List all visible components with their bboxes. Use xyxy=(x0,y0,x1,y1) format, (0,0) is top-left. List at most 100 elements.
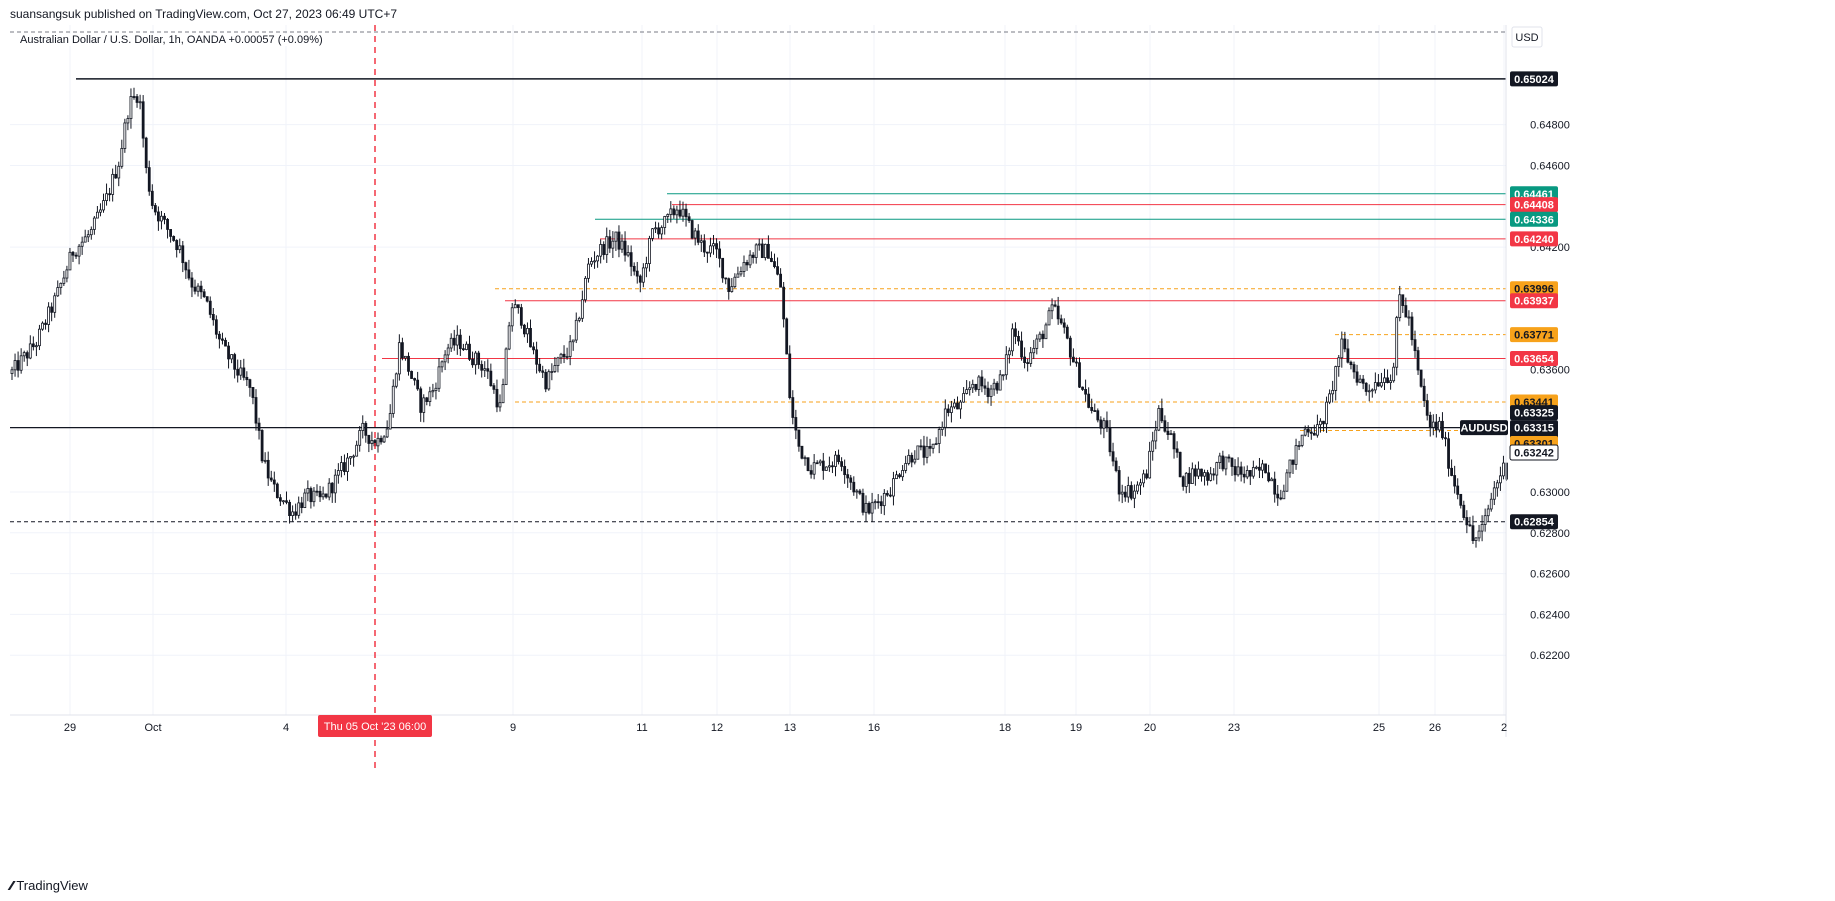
candle-body xyxy=(1194,468,1197,477)
candle-body xyxy=(1007,350,1011,356)
candle-body xyxy=(928,446,932,449)
candle xyxy=(1163,415,1167,433)
candle-body xyxy=(346,457,349,472)
candle-body xyxy=(1438,420,1441,431)
candle-body xyxy=(889,494,892,497)
symbol-legend[interactable]: Australian Dollar / U.S. Dollar, 1h, OAN… xyxy=(18,34,325,46)
candle-body xyxy=(782,286,786,320)
candle xyxy=(1499,466,1502,491)
price-label-box xyxy=(1510,514,1558,530)
candle xyxy=(620,234,624,253)
candle xyxy=(934,437,938,446)
price-label[interactable]: 0.63771 xyxy=(1510,327,1558,343)
x-tick-label: 2 xyxy=(1501,722,1507,734)
candle xyxy=(513,299,517,309)
candle xyxy=(1312,424,1316,436)
candle-body xyxy=(562,353,566,358)
candle xyxy=(28,335,32,360)
candle xyxy=(1450,459,1453,477)
candle-body xyxy=(105,193,108,201)
candle-body xyxy=(1108,427,1112,453)
candle xyxy=(236,359,240,383)
price-label[interactable]: 0.63325 xyxy=(1510,405,1558,421)
candle xyxy=(221,332,224,345)
candle xyxy=(1102,417,1106,439)
candle-body xyxy=(1358,378,1362,383)
candle-body xyxy=(1428,414,1432,428)
candle-body xyxy=(1328,393,1331,403)
candle xyxy=(449,333,453,352)
candle xyxy=(205,296,209,303)
candle-body xyxy=(870,502,874,514)
candle-body xyxy=(80,241,84,247)
price-label[interactable]: 0.64240 xyxy=(1510,231,1558,247)
candle xyxy=(870,492,874,522)
candle-body xyxy=(160,215,163,222)
candle-body xyxy=(422,397,426,413)
candle xyxy=(815,460,819,465)
candle-body xyxy=(34,345,38,348)
candle xyxy=(788,345,792,400)
candle-body xyxy=(172,236,176,241)
candle xyxy=(309,486,313,509)
price-label[interactable]: 0.62854 xyxy=(1510,514,1558,530)
candle xyxy=(562,345,566,364)
crosshair-time-badge: Thu 05 Oct '23 06:00 xyxy=(318,715,432,737)
candle xyxy=(1489,492,1493,512)
candle xyxy=(1276,484,1280,506)
candle-body xyxy=(1139,482,1142,486)
candle-body xyxy=(1059,318,1063,324)
candle xyxy=(1114,457,1118,473)
candle xyxy=(1011,323,1014,357)
candle-body xyxy=(1224,456,1228,470)
footer-brand[interactable]: ⁄⁄ TradingView xyxy=(10,875,88,895)
candle-body xyxy=(721,257,725,279)
candle-body xyxy=(315,490,319,493)
candle-body xyxy=(1486,508,1490,517)
candle-body xyxy=(364,422,368,436)
price-label[interactable]: 0.64408 xyxy=(1510,197,1558,213)
candle xyxy=(645,256,648,278)
candle-body xyxy=(940,426,944,430)
candle xyxy=(364,421,368,443)
price-label[interactable]: 0.65024 xyxy=(1510,71,1558,87)
candle-body xyxy=(141,101,145,139)
price-label[interactable]: 0.63654 xyxy=(1510,350,1558,366)
price-label[interactable]: 0.63242 xyxy=(1509,444,1559,461)
candle-body xyxy=(1221,455,1225,470)
candle xyxy=(1492,481,1496,506)
x-tick-label: 18 xyxy=(999,722,1011,734)
candle xyxy=(840,457,843,472)
x-tick-label: 29 xyxy=(64,722,76,734)
candle xyxy=(214,315,218,339)
symbol-tag: AUDUSD xyxy=(1460,420,1508,436)
candle-body xyxy=(1032,347,1036,354)
price-label[interactable]: 0.63996 xyxy=(1510,281,1558,297)
candle xyxy=(416,371,420,391)
candle xyxy=(876,494,880,509)
candle-body xyxy=(19,355,23,371)
candle-body xyxy=(1456,485,1460,495)
candle-body xyxy=(156,211,160,222)
candle-body xyxy=(1206,472,1209,481)
price-label[interactable]: 0.64336 xyxy=(1510,211,1558,227)
candle-body xyxy=(876,501,880,504)
candle-body xyxy=(989,388,993,397)
candle xyxy=(1239,461,1243,482)
x-tick-label: 12 xyxy=(711,722,723,734)
candle xyxy=(696,224,700,246)
price-chart[interactable]: 0.648000.646000.642000.636000.630000.628… xyxy=(10,25,1835,839)
candle xyxy=(1053,300,1057,308)
currency-label[interactable]: USD xyxy=(1515,32,1538,44)
candle-body xyxy=(1154,429,1158,442)
candle xyxy=(434,382,438,400)
price-label[interactable]: 0.63937 xyxy=(1510,293,1558,309)
candle xyxy=(736,266,740,278)
currency-box: USD xyxy=(1511,26,1543,48)
candle xyxy=(797,429,801,452)
candle xyxy=(324,493,328,499)
candle-body xyxy=(678,209,682,217)
candle-body xyxy=(233,354,237,370)
candle-body xyxy=(1495,482,1499,489)
candle xyxy=(809,464,813,479)
